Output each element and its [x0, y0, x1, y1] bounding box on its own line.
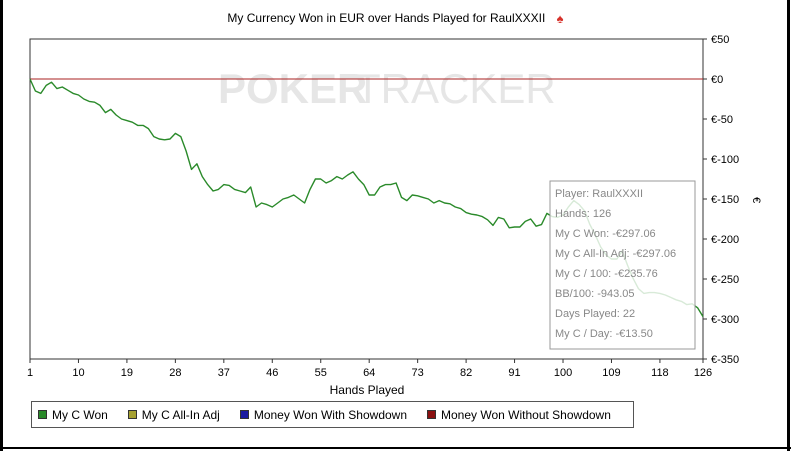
x-tick-label: 28 — [169, 367, 181, 379]
x-tick-label: 82 — [460, 367, 472, 379]
legend-label-my-c-won: My C Won — [52, 407, 108, 422]
chart-title-text: My Currency Won in EUR over Hands Played… — [227, 11, 546, 25]
y-tick-label: €-250 — [711, 274, 739, 286]
legend-item-all-in-adj[interactable]: My C All-In Adj — [127, 407, 220, 422]
legend-item-my-c-won[interactable]: My C Won — [38, 408, 108, 422]
x-tick-label: 126 — [694, 367, 712, 379]
tooltip-perday: My C / Day: -€13.50 — [555, 328, 653, 340]
watermark-poker: POKER — [218, 65, 367, 112]
x-tick-label: 73 — [412, 367, 424, 379]
legend-label-won-with-showdown: Money Won With Showdown — [253, 407, 408, 422]
chart-title: My Currency Won in EUR over Hands Played… — [0, 11, 791, 26]
chart-legend: My C Won My C All-In Adj Money Won With … — [31, 401, 634, 428]
legend-swatch-won-without-showdown — [427, 410, 437, 419]
y-tick-label: €-50 — [711, 114, 733, 126]
tooltip-hands: Hands: 126 — [555, 208, 611, 220]
x-tick-label: 100 — [554, 367, 572, 379]
x-tick-label: 91 — [508, 367, 520, 379]
window-bottom-border — [0, 447, 791, 449]
y-tick-label: €-150 — [711, 194, 739, 206]
y-axis: €50 €0 €-50 €-100 €-150 €-200 €-250 €-300 €-350 — [703, 34, 739, 366]
tooltip-bb100: BB/100: -943.05 — [555, 288, 635, 300]
x-tick-label: 37 — [218, 367, 230, 379]
y-tick-label: €0 — [711, 74, 723, 86]
legend-swatch-all-in-adj — [127, 410, 137, 419]
y-tick-label: €-350 — [711, 354, 739, 366]
window-right-border — [787, 0, 790, 451]
x-axis-title: Hands Played — [330, 383, 405, 397]
x-tick-label: 109 — [602, 367, 620, 379]
y-axis-symbol: € — [750, 197, 762, 203]
x-tick-label: 118 — [651, 367, 669, 379]
tooltip-box — [549, 180, 696, 350]
tooltip-player: Player: RaulXXXII — [555, 188, 643, 200]
x-tick-label: 46 — [266, 367, 278, 379]
tooltip-allin: My C All-In Adj: -€297.06 — [555, 248, 676, 260]
tooltip-days: Days Played: 22 — [555, 308, 635, 320]
legend-swatch-won-with-showdown — [239, 410, 249, 419]
y-tick-label: €-200 — [711, 234, 739, 246]
legend-item-won-without-showdown[interactable]: Money Won Without Showdown — [427, 408, 611, 422]
y-tick-label: €-300 — [711, 314, 739, 326]
watermark-tracker: TRACKER — [355, 65, 556, 112]
watermark: POKER TRACKER — [218, 65, 556, 112]
x-tick-label: 19 — [121, 367, 133, 379]
legend-label-all-in-adj: My C All-In Adj — [141, 407, 220, 422]
pokertracker-spade-icon: ♠ — [556, 11, 564, 26]
y-tick-label: €50 — [711, 34, 729, 46]
tooltip: Player: RaulXXXII Hands: 126 My C Won: -… — [549, 180, 696, 350]
legend-label-won-without-showdown: Money Won Without Showdown — [441, 407, 611, 422]
window-left-border — [0, 0, 3, 451]
x-tick-label: 1 — [27, 367, 33, 379]
x-tick-label: 10 — [72, 367, 84, 379]
x-tick-label: 55 — [315, 367, 327, 379]
legend-swatch-my-c-won — [38, 410, 47, 419]
legend-item-won-with-showdown[interactable]: Money Won With Showdown — [239, 407, 408, 422]
y-tick-label: €-100 — [711, 154, 739, 166]
tooltip-won: My C Won: -€297.06 — [555, 228, 656, 240]
x-axis: 1 10 19 28 37 46 55 64 73 82 91 100 109 118 126 — [27, 359, 712, 379]
tooltip-per100: My C / 100: -€235.76 — [555, 268, 658, 280]
x-tick-label: 64 — [363, 367, 375, 379]
